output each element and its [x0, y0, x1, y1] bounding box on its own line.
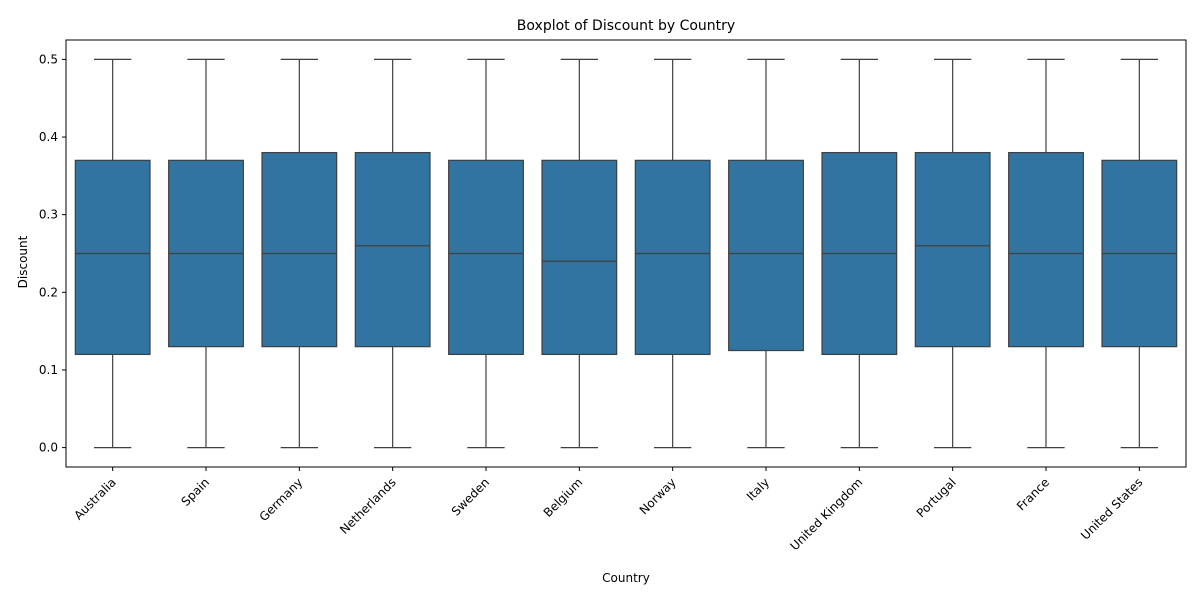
x-tick-label: United States	[1078, 475, 1145, 542]
x-tick-label: Portugal	[914, 475, 959, 520]
box-group	[448, 58, 524, 449]
x-tick-label: Norway	[637, 475, 679, 517]
x-tick-label: France	[1014, 475, 1052, 513]
y-axis: 0.0 0.1 0.2 0.3 0.4 0.5	[39, 52, 66, 455]
x-tick-label: Italy	[744, 475, 772, 503]
box-group	[821, 58, 898, 449]
box-group	[728, 58, 804, 449]
box	[634, 159, 711, 356]
box-group	[74, 58, 151, 449]
box-group	[634, 58, 711, 449]
chart-title: Boxplot of Discount by Country	[517, 18, 735, 34]
x-axis-label: Country	[602, 571, 650, 585]
box	[728, 159, 804, 352]
y-tick-label: 0.1	[39, 363, 58, 377]
box	[914, 151, 991, 348]
plot-marks	[74, 58, 1178, 449]
box-group	[1008, 58, 1084, 449]
box	[448, 159, 524, 356]
y-tick-label: 0.5	[39, 52, 58, 66]
box-group	[541, 58, 618, 449]
box	[541, 159, 618, 356]
x-tick-label: Spain	[179, 475, 213, 509]
y-axis-label: Discount	[16, 235, 30, 288]
x-tick-label: Netherlands	[337, 475, 399, 537]
x-tick-label: Australia	[71, 475, 118, 522]
y-tick-label: 0.0	[39, 441, 58, 455]
x-tick-label: United Kingdom	[787, 475, 865, 553]
x-axis: Australia Spain Germany Netherlands Sweden Be…	[71, 467, 1145, 553]
box	[354, 151, 431, 348]
y-tick-label: 0.4	[39, 130, 58, 144]
plot-frame	[65, 39, 1187, 468]
y-tick-label: 0.2	[39, 285, 58, 299]
box	[261, 151, 338, 348]
box	[1008, 151, 1084, 348]
x-tick-label: Sweden	[449, 475, 492, 518]
box-group	[1101, 58, 1178, 449]
box-group	[261, 58, 338, 449]
x-tick-label: Belgium	[541, 475, 586, 520]
y-tick-label: 0.3	[39, 208, 58, 222]
box-group	[914, 58, 991, 449]
box-group	[354, 58, 431, 449]
box	[74, 159, 151, 356]
x-tick-label: Germany	[257, 475, 306, 524]
box-group	[168, 58, 244, 449]
